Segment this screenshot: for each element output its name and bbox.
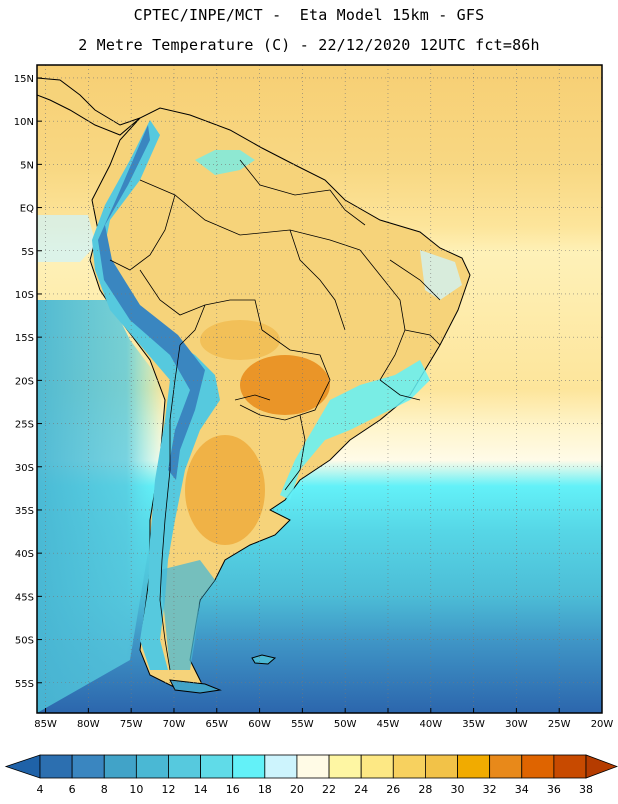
colorbar-label: 20 [289,783,304,796]
latitude-label: 10N [14,117,34,128]
latitude-label: 10S [15,290,34,301]
colorbar-swatch [200,754,234,779]
map-subtitle: 2 Metre Temperature (C) - 22/12/2020 12U… [78,36,540,54]
colorbar-label: 34 [514,783,529,796]
longitude-label: 45W [377,719,400,730]
colorbar-label: 10 [129,783,144,796]
colorbar-label: 16 [225,783,240,796]
colorbar-label: 36 [546,783,561,796]
colorbar-swatch [296,754,330,779]
latitude-label: 45S [15,592,34,603]
colorbar-swatch [39,754,73,779]
brazil-highlands-cool [280,360,430,500]
longitude-label: 65W [205,719,228,730]
latitude-label: 15N [14,74,34,85]
falkland-islands [251,654,277,665]
colorbar-swatch [521,754,555,779]
map-gridlines [37,65,603,713]
colorbar-swatch [135,754,169,779]
latitude-label: 35S [15,506,34,517]
colorbar-label: 14 [193,783,208,796]
colorbar-swatch [168,754,201,779]
colorbar-swatch [103,754,137,779]
colorbar-swatch [71,754,105,779]
warm-core-bolivia [200,320,280,360]
colorbar-label: 28 [418,783,433,796]
longitude-label: 40W [419,719,442,730]
longitude-label: 50W [334,719,357,730]
latitude-label: 5S [21,247,34,258]
guiana-cool [195,150,255,175]
colorbar-swatch [232,754,266,779]
latitude-label: 25S [15,420,34,431]
colorbar-swatch [360,754,394,779]
map-title: CPTEC/INPE/MCT - Eta Model 15km - GFS [133,6,485,24]
longitude-label: 70W [163,719,186,730]
colorbar-label: 26 [386,783,401,796]
colorbar-low-arrow [4,754,41,779]
colorbar-swatch [392,754,426,779]
latitude-label: 15S [15,333,34,344]
pacific-coastal-band [37,215,96,262]
warm-core-chaco [240,355,330,415]
colorbar-high-arrow [585,754,618,779]
colorbar-swatch [425,754,458,779]
colorbar-label: 24 [354,783,369,796]
colorbar-label: 30 [450,783,465,796]
colorbar-swatch [553,754,587,779]
latitude-labels: 15N 10N 5N EQ 5S 10S 15S 20S 25S 30S 35S 40S 45S 50S 5… [14,74,42,690]
tierra-del-fuego [169,679,222,694]
latitude-label: 30S [15,463,34,474]
latitude-label: 50S [15,636,34,647]
longitude-label: 85W [34,719,57,730]
northeast-cool [420,250,462,300]
colorbar [4,754,618,779]
andes-core [98,125,205,480]
colorbar-label: 18 [257,783,272,796]
colorbar-swatch [328,754,362,779]
central-america [37,77,141,136]
colorbar-label: 32 [482,783,497,796]
longitude-labels: 85W 80W 75W 70W 65W 60W 55W 50W 45W 40W 35W 30W 25W 2… [34,708,613,730]
longitude-label: 35W [462,719,485,730]
colorbar-label: 38 [579,783,593,796]
latitude-label: EQ [20,204,34,215]
latitude-label: 5N [20,160,34,171]
colorbar-swatch [489,754,523,779]
longitude-label: 25W [548,719,571,730]
colorbar-label: 4 [36,783,44,796]
colorbar-label: 22 [322,783,337,796]
longitude-label: 75W [120,719,143,730]
colorbar-label: 6 [68,783,76,796]
colorbar-label: 12 [161,783,176,796]
longitude-label: 55W [291,719,314,730]
latitude-label: 20S [15,376,34,387]
longitude-label: 80W [77,719,100,730]
colorbar-swatch [457,754,491,779]
map-frame [36,64,603,714]
pacific-cool-band [37,300,165,713]
latitude-label: 40S [15,549,34,560]
colorbar-label: 8 [100,783,108,796]
latitude-label: 55S [15,679,34,690]
longitude-label: 20W [591,719,614,730]
patagonia-cool [160,560,215,670]
longitude-label: 30W [505,719,528,730]
colorbar-swatch [264,754,298,779]
longitude-label: 60W [248,719,271,730]
warm-core-argentina [185,435,265,545]
